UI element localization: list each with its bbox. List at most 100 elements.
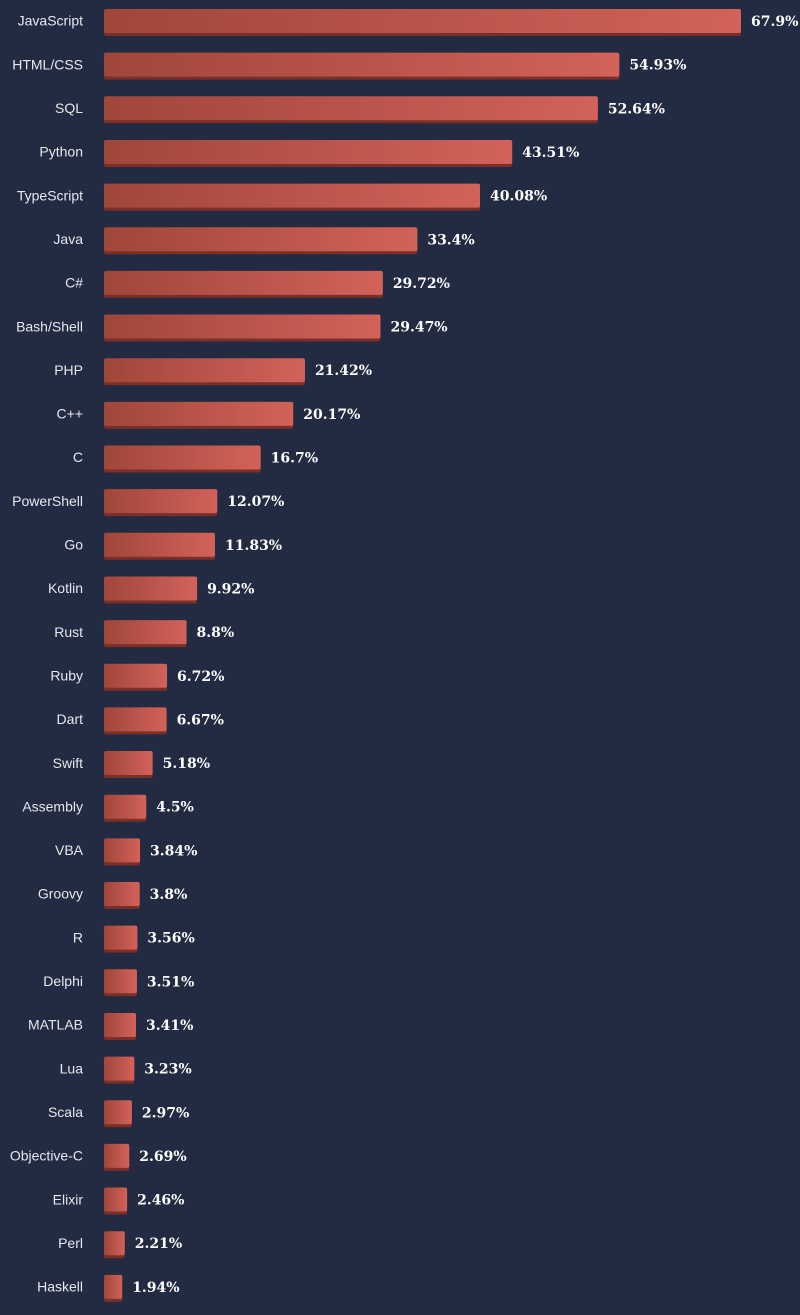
bar	[104, 576, 198, 601]
value-label: 54.93%	[629, 58, 686, 74]
value-label: 2.21%	[135, 1236, 182, 1252]
category-label: PowerShell	[12, 493, 83, 509]
bar-row-vba: VBA 3.84%	[55, 838, 197, 866]
value-label: 21.42%	[315, 363, 372, 379]
bar-row-powershell: PowerShell 12.07%	[12, 489, 284, 517]
bar	[104, 401, 294, 426]
bar	[104, 532, 215, 557]
bar	[104, 227, 418, 252]
value-label: 52.64%	[608, 101, 665, 117]
bar	[104, 96, 598, 121]
category-label: Haskell	[37, 1279, 83, 1295]
value-label: 3.8%	[150, 887, 188, 903]
bar	[104, 183, 481, 208]
value-label: 29.72%	[393, 276, 450, 292]
bar-row-elixir: Elixir 2.46%	[53, 1187, 184, 1215]
category-label: MATLAB	[28, 1017, 83, 1033]
bar-row-scala: Scala 2.97%	[48, 1100, 189, 1128]
category-label: Go	[64, 537, 83, 553]
value-label: 8.8%	[197, 625, 235, 641]
value-label: 3.51%	[147, 974, 194, 990]
value-label: 29.47%	[390, 320, 447, 336]
bar-row-haskell: Haskell 1.94%	[37, 1274, 180, 1302]
bar-row-swift: Swift 5.18%	[53, 751, 210, 779]
bar	[104, 489, 218, 514]
value-label: 67.9%	[751, 14, 798, 30]
category-label: Lua	[60, 1060, 84, 1076]
bar-row-rust: Rust 8.8%	[54, 620, 235, 648]
category-label: TypeScript	[17, 187, 83, 203]
value-label: 2.97%	[142, 1105, 189, 1121]
bar-row-typescript: TypeScript 40.08%	[17, 183, 547, 211]
value-label: 5.18%	[163, 756, 210, 772]
category-label: Elixir	[53, 1191, 84, 1207]
bar-row-javascript: JavaScript 67.9%	[18, 9, 798, 36]
bar	[104, 139, 513, 164]
category-label: PHP	[54, 362, 83, 378]
category-label: Groovy	[38, 886, 83, 902]
bars-group: JavaScript 67.9% HTML/CSS 54.93% SQL 52.64% Py…	[10, 9, 798, 1302]
value-label: 6.72%	[177, 669, 224, 685]
value-label: 40.08%	[490, 189, 547, 205]
bar	[104, 1274, 123, 1299]
category-label: C++	[57, 406, 83, 422]
value-label: 2.69%	[139, 1149, 186, 1165]
category-label: VBA	[55, 842, 84, 858]
bar	[104, 314, 381, 339]
value-label: 6.67%	[177, 712, 224, 728]
category-label: Ruby	[50, 667, 83, 683]
category-label: Dart	[57, 711, 84, 727]
bar-row-c: C 16.7%	[73, 445, 318, 473]
bar-row-matlab: MATLAB 3.41%	[28, 1012, 193, 1040]
bar	[104, 882, 140, 906]
bar-row-html-css: HTML/CSS 54.93%	[12, 52, 686, 80]
bar-row-sql: SQL 52.64%	[55, 96, 665, 124]
bar	[104, 270, 383, 295]
bar-row-delphi: Delphi 3.51%	[43, 969, 194, 997]
category-label: Scala	[48, 1104, 83, 1120]
value-label: 16.7%	[271, 451, 318, 467]
bar	[104, 1012, 136, 1037]
bar	[104, 52, 620, 77]
bar	[104, 358, 305, 383]
category-label: Delphi	[43, 973, 83, 989]
value-label: 12.07%	[227, 494, 284, 510]
bar-row-lua: Lua 3.23%	[60, 1056, 192, 1084]
bar-row-r: R 3.56%	[73, 925, 195, 953]
value-label: 1.94%	[132, 1280, 179, 1296]
category-label: HTML/CSS	[12, 56, 83, 72]
value-label: 20.17%	[303, 407, 360, 423]
category-label: C#	[65, 275, 83, 291]
category-label: Swift	[53, 755, 83, 771]
bar	[104, 445, 261, 470]
value-label: 9.92%	[207, 581, 254, 597]
bar-row-bash-shell: Bash/Shell 29.47%	[16, 314, 448, 342]
bar	[104, 1056, 135, 1081]
bar	[104, 838, 141, 863]
bar	[104, 1231, 125, 1256]
category-label: Java	[53, 231, 83, 247]
bar	[104, 620, 187, 645]
bar-row-ruby: Ruby 6.72%	[50, 663, 224, 691]
category-label: Rust	[54, 624, 83, 640]
bar	[104, 1143, 130, 1168]
bar-row-csharp: C# 29.72%	[65, 270, 450, 298]
bar-row-cplusplus: C++ 20.17%	[57, 401, 360, 429]
category-label: Python	[39, 144, 83, 160]
value-label: 4.5%	[156, 800, 194, 816]
value-label: 3.56%	[147, 931, 194, 947]
value-label: 2.46%	[137, 1193, 184, 1209]
bar	[104, 751, 153, 776]
bar-row-perl: Perl 2.21%	[58, 1231, 182, 1259]
category-label: JavaScript	[18, 13, 83, 29]
bar-row-kotlin: Kotlin 9.92%	[48, 576, 254, 604]
bar-row-objective-c: Objective-C 2.69%	[10, 1143, 187, 1171]
value-label: 11.83%	[225, 538, 282, 554]
value-label: 3.84%	[150, 843, 197, 859]
bar-row-php: PHP 21.42%	[54, 358, 372, 386]
bar	[104, 925, 138, 950]
category-label: Assembly	[22, 798, 83, 814]
category-label: C	[73, 449, 83, 465]
value-label: 33.4%	[427, 232, 474, 248]
